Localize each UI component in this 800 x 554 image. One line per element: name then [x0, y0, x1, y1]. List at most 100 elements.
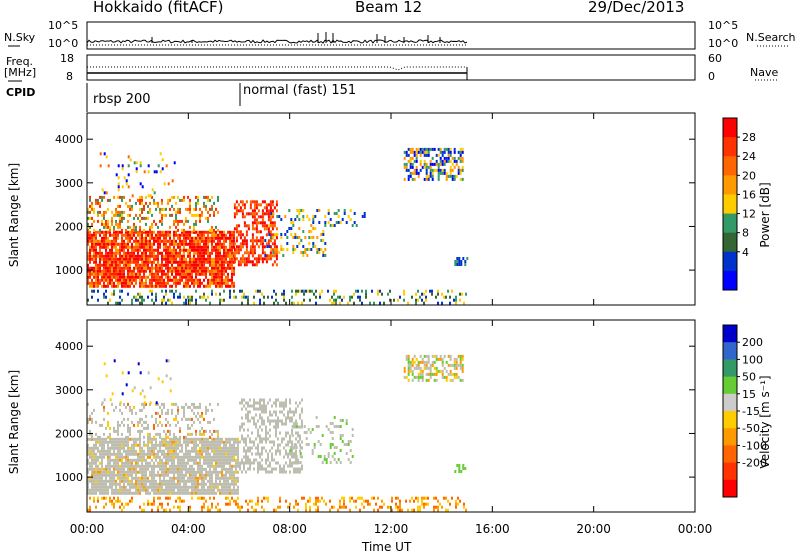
power-cell — [103, 266, 105, 270]
power-cell — [131, 278, 133, 282]
velocity-cell — [407, 363, 410, 367]
velocity-cell — [241, 422, 243, 426]
velocity-cell — [327, 428, 330, 431]
velocity-cell — [93, 452, 95, 456]
power-cell — [127, 284, 129, 288]
velocity-cell — [277, 505, 279, 509]
power-cell — [421, 150, 424, 154]
velocity-cell — [211, 446, 213, 450]
power-cell — [129, 230, 131, 234]
power-cell — [449, 174, 452, 178]
power-cell — [225, 239, 227, 243]
velocity-cell — [263, 496, 265, 500]
power-colorbar-frame — [722, 117, 738, 291]
velocity-cell — [187, 440, 189, 444]
power-cell — [251, 221, 254, 225]
velocity-cell — [445, 496, 447, 500]
power-cell — [193, 245, 195, 249]
velocity-cell — [183, 467, 185, 471]
power-cell — [245, 263, 248, 267]
velocity-cell — [205, 461, 207, 465]
power-cell — [99, 201, 101, 205]
velocity-cell — [109, 458, 111, 462]
power-cell — [263, 245, 266, 249]
power-cell — [253, 227, 256, 231]
power-cell — [139, 219, 141, 223]
velocity-cell — [459, 354, 462, 358]
velocity-cell — [129, 464, 131, 468]
power-cell — [189, 242, 191, 246]
velocity-cell — [131, 482, 133, 486]
power-cell — [105, 219, 107, 223]
velocity-cell — [297, 404, 299, 408]
velocity-cell — [151, 473, 153, 477]
velocity-cell — [257, 419, 259, 423]
velocity-cell — [355, 499, 357, 503]
velocity-cell — [219, 455, 221, 459]
velocity-cell — [399, 508, 401, 512]
power-cell — [133, 295, 135, 299]
power-cell — [89, 257, 91, 261]
velocity-cell — [221, 452, 223, 456]
power-cell — [135, 281, 137, 285]
power-cell — [227, 275, 229, 279]
power-cell — [185, 269, 187, 273]
power-cell — [231, 242, 233, 246]
power-cell — [193, 263, 195, 267]
velocity-cell — [289, 419, 292, 422]
power-cell — [217, 278, 219, 282]
power-cell — [223, 281, 225, 285]
velocity-cell — [93, 485, 95, 489]
power-cell — [219, 263, 221, 267]
velocity-cell — [163, 429, 165, 433]
velocity-cell — [295, 410, 297, 414]
velocity-cell — [315, 496, 317, 500]
power-cell — [209, 272, 211, 276]
power-cell — [145, 236, 147, 240]
power-cell — [241, 289, 243, 293]
velocity-cell — [417, 496, 419, 500]
velocity-cell — [251, 404, 253, 408]
velocity-cell — [231, 446, 233, 450]
velocity-cell — [367, 499, 369, 503]
power-cell — [181, 275, 183, 279]
velocity-cell — [321, 496, 323, 500]
velocity-cell — [193, 470, 195, 474]
power-cell — [181, 260, 183, 264]
power-cell — [171, 263, 173, 267]
power-cell — [123, 242, 125, 246]
velocity-cell — [131, 443, 133, 447]
velocity-cell — [197, 452, 199, 456]
velocity-cell — [121, 432, 123, 436]
velocity-cell — [173, 467, 175, 471]
power-cell — [153, 248, 155, 252]
velocity-cell — [155, 452, 157, 456]
velocity-cell — [301, 440, 303, 444]
velocity-cell — [93, 461, 95, 465]
velocity-cell — [229, 455, 231, 459]
velocity-cell — [145, 452, 147, 456]
power-cell — [109, 248, 111, 252]
velocity-cell — [113, 464, 115, 468]
power-cell — [87, 239, 89, 243]
power-cell — [211, 263, 213, 267]
velocity-cell — [115, 443, 117, 447]
power-cell — [185, 278, 187, 282]
power-cell — [101, 195, 103, 199]
power-cell — [209, 230, 211, 234]
power-cell — [181, 233, 183, 237]
velocity-cell — [95, 458, 97, 462]
power-cell — [123, 176, 126, 180]
velocity-cell — [297, 434, 299, 438]
power-cell — [245, 295, 247, 299]
date-label: 29/Dec/2013 — [588, 0, 685, 16]
velocity-cell — [209, 482, 211, 486]
velocity-cell — [277, 422, 279, 426]
velocity-cell — [107, 470, 109, 474]
velocity-cell — [117, 470, 119, 474]
velocity-cell — [189, 437, 191, 441]
power-cell — [163, 207, 165, 211]
power-cell — [161, 216, 163, 220]
power-cell — [165, 292, 167, 296]
velocity-cell — [293, 505, 295, 509]
